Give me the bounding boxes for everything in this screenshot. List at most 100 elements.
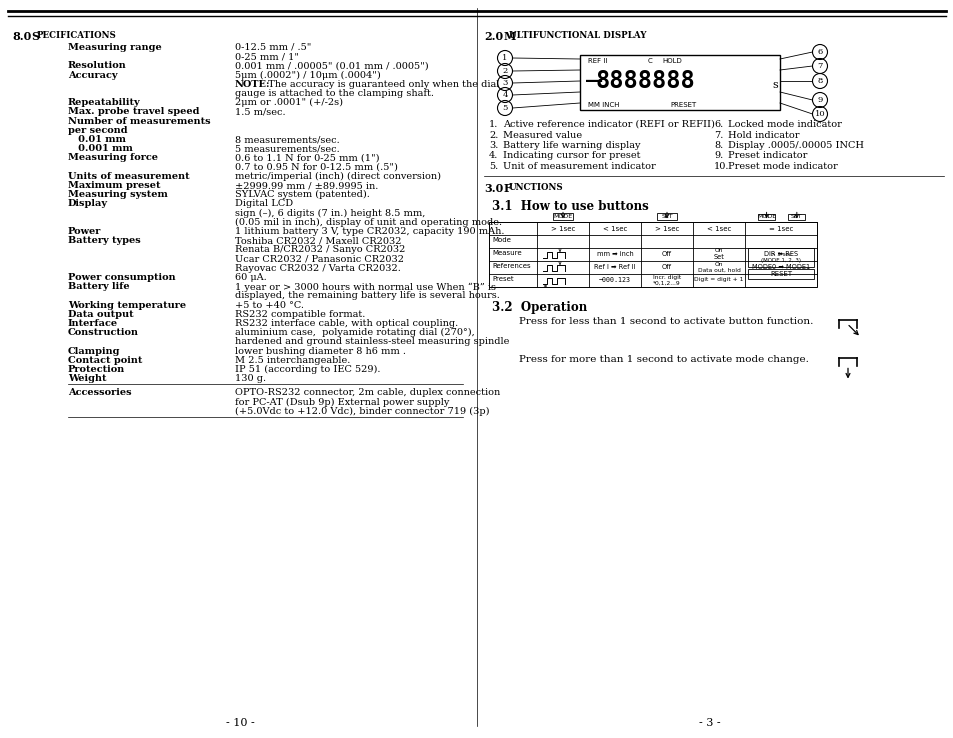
Text: 0.01 mm: 0.01 mm [68, 135, 126, 144]
Text: MM INCH: MM INCH [587, 102, 618, 108]
Text: 6.: 6. [713, 120, 722, 129]
Text: Preset: Preset [492, 276, 513, 282]
Text: Resolution: Resolution [68, 61, 127, 70]
Text: Set: Set [713, 254, 723, 260]
Text: Measure: Measure [492, 250, 521, 256]
Text: 5: 5 [502, 104, 507, 112]
Text: 0-25 mm / 1": 0-25 mm / 1" [234, 52, 298, 61]
Text: Accessories: Accessories [68, 388, 132, 397]
Text: Battery life: Battery life [68, 282, 130, 292]
Text: 8.: 8. [713, 141, 722, 150]
Text: metric/imperial (inch) (direct conversion): metric/imperial (inch) (direct conversio… [234, 172, 440, 181]
Text: 9: 9 [817, 96, 821, 104]
Text: Construction: Construction [68, 328, 139, 337]
Text: lower bushing diameter 8 h6 mm .: lower bushing diameter 8 h6 mm . [234, 347, 406, 356]
Text: Display: Display [68, 199, 108, 208]
Text: 5μm (.0002") / 10μm (.0004"): 5μm (.0002") / 10μm (.0004") [234, 71, 380, 80]
Text: MODE: MODE [757, 214, 776, 219]
Text: Weight: Weight [68, 374, 107, 383]
Text: 1 lithium battery 3 V, type CR2032, capacity 190 mAh.: 1 lithium battery 3 V, type CR2032, capa… [234, 227, 504, 236]
Text: Measured value: Measured value [502, 131, 581, 139]
Text: Measuring force: Measuring force [68, 154, 158, 162]
Text: 2: 2 [502, 67, 507, 75]
Text: 7.: 7. [713, 131, 722, 139]
Bar [747, 269, 813, 279]
Text: Active reference indicator (REFI or REFII): Active reference indicator (REFI or REFI… [502, 120, 714, 129]
Text: IP 51 (according to IEC 529).: IP 51 (according to IEC 529). [234, 365, 380, 374]
Text: Press for less than 1 second to activate button function.: Press for less than 1 second to activate… [518, 317, 813, 325]
Text: 0.001 mm: 0.001 mm [68, 144, 132, 154]
Text: Interface: Interface [68, 319, 118, 328]
Text: Rayovac CR2032 / Varta CR2032.: Rayovac CR2032 / Varta CR2032. [234, 263, 400, 273]
Text: Off: Off [661, 264, 671, 270]
Text: 3.: 3. [489, 141, 497, 150]
Text: Data output: Data output [68, 310, 133, 319]
Text: Measuring range: Measuring range [68, 43, 162, 52]
Text: Preset indicator: Preset indicator [727, 151, 806, 160]
Text: Max. probe travel speed: Max. probe travel speed [68, 108, 199, 117]
Text: Contact point: Contact point [68, 356, 142, 365]
Text: MODE0 ➡ MODE1: MODE0 ➡ MODE1 [751, 264, 809, 270]
Text: SET: SET [790, 214, 801, 219]
Text: - 10 -: - 10 - [226, 718, 254, 728]
Text: Indicating cursor for preset: Indicating cursor for preset [502, 151, 639, 160]
Text: displayed, the remaining battery life is several hours.: displayed, the remaining battery life is… [234, 292, 499, 300]
Text: 4: 4 [501, 91, 507, 99]
Text: On: On [714, 249, 722, 253]
Text: 3.1  How to use buttons: 3.1 How to use buttons [492, 199, 648, 213]
Text: 5 measurements/sec.: 5 measurements/sec. [234, 144, 339, 154]
Text: S: S [31, 31, 40, 42]
Text: On: On [714, 261, 722, 266]
Text: C: C [647, 58, 652, 64]
Text: 1.5 m/sec.: 1.5 m/sec. [234, 108, 285, 117]
Text: 0.6 to 1.1 N for 0-25 mm (1"): 0.6 to 1.1 N for 0-25 mm (1") [234, 154, 379, 162]
Text: 1: 1 [502, 54, 507, 62]
Text: < 1sec: < 1sec [602, 226, 626, 232]
Text: < 1sec: < 1sec [706, 226, 730, 232]
Text: 0.001 mm / .00005" (0.01 mm / .0005"): 0.001 mm / .00005" (0.01 mm / .0005") [234, 61, 428, 70]
Text: 8: 8 [817, 77, 821, 85]
Text: aluminium case,  polyamide rotating dial (270°),: aluminium case, polyamide rotating dial … [234, 328, 475, 337]
Text: RS232 compatible format.: RS232 compatible format. [234, 310, 365, 319]
Text: —: — [584, 72, 602, 89]
Text: 2.: 2. [489, 131, 497, 139]
Text: > 3 sec
(MODE 1, 2, 3): > 3 sec (MODE 1, 2, 3) [760, 252, 801, 263]
Text: Off: Off [661, 251, 671, 257]
Text: Power consumption: Power consumption [68, 273, 175, 282]
Text: Ucar CR2032 / Panasonic CR2032: Ucar CR2032 / Panasonic CR2032 [234, 255, 403, 263]
Text: REF II: REF II [587, 58, 607, 64]
Text: Units of measurement: Units of measurement [68, 172, 190, 181]
Bar [787, 213, 804, 219]
Text: Hold indicator: Hold indicator [727, 131, 799, 139]
Text: RESET: RESET [769, 271, 791, 277]
Text: s: s [771, 80, 777, 89]
Text: 130 g.: 130 g. [234, 374, 266, 383]
Text: > 1sec: > 1sec [654, 226, 679, 232]
Text: Digit = digit + 1: Digit = digit + 1 [694, 277, 743, 283]
Text: 3.2  Operation: 3.2 Operation [492, 300, 587, 314]
Text: −000.123: −000.123 [598, 277, 630, 283]
Text: MODE: MODE [553, 213, 572, 218]
Text: Repeatability: Repeatability [68, 98, 140, 107]
Text: 8 measurements/sec.: 8 measurements/sec. [234, 135, 339, 144]
Text: 2.0: 2.0 [483, 31, 502, 42]
Text: mm ➡ inch: mm ➡ inch [596, 251, 633, 257]
Text: M 2.5 interchangeable.: M 2.5 interchangeable. [234, 356, 350, 365]
Bar [747, 247, 813, 267]
Text: The accuracy is guaranteed only when the dial: The accuracy is guaranteed only when the… [265, 80, 498, 89]
Text: 6: 6 [817, 48, 821, 56]
Text: Maximum preset: Maximum preset [68, 181, 160, 190]
Text: 10: 10 [814, 110, 824, 118]
Text: Unit of measurement indicator: Unit of measurement indicator [502, 162, 655, 171]
Bar [657, 213, 677, 219]
Text: Measuring system: Measuring system [68, 190, 168, 199]
Text: M: M [503, 31, 516, 42]
Bar [579, 55, 780, 110]
Text: UNCTIONS: UNCTIONS [508, 184, 562, 193]
Text: 8888888: 8888888 [596, 69, 695, 92]
Bar [553, 213, 573, 219]
Text: Mode: Mode [492, 237, 511, 243]
Text: (+5.0Vdc to +12.0 Vdc), binder connector 719 (3p): (+5.0Vdc to +12.0 Vdc), binder connector… [234, 407, 489, 416]
Text: 8.0: 8.0 [12, 31, 31, 42]
Text: DIR ➡ RES: DIR ➡ RES [763, 251, 798, 257]
